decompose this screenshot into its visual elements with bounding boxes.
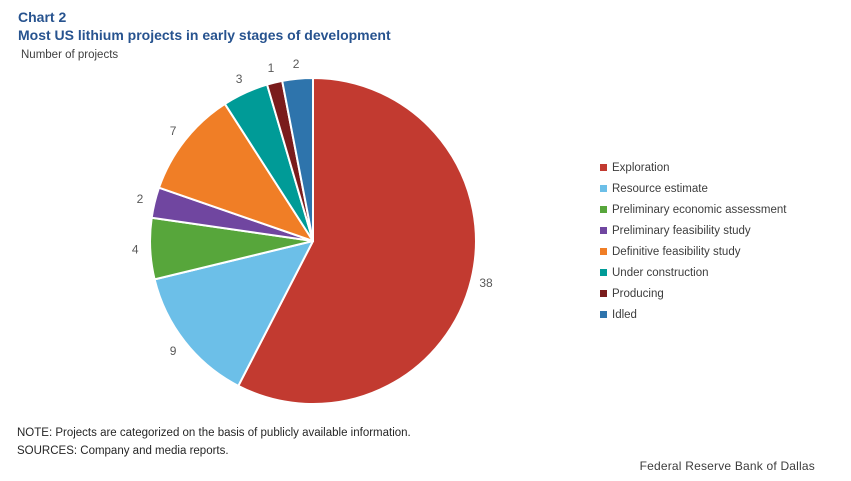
legend-label: Under construction [612, 266, 709, 279]
slice-value-label-idled: 2 [293, 57, 300, 71]
legend-label: Preliminary feasibility study [612, 224, 751, 237]
legend-swatch-icon [600, 185, 607, 192]
legend-item-preliminary-feasibility-study: Preliminary feasibility study [600, 220, 786, 241]
attribution-text: Federal Reserve Bank of Dallas [639, 459, 815, 473]
slice-value-label-under-construction: 3 [236, 72, 243, 86]
legend-item-definitive-feasibility-study: Definitive feasibility study [600, 241, 786, 262]
slice-value-label-resource-estimate: 9 [170, 344, 177, 358]
legend-swatch-icon [600, 206, 607, 213]
legend-label: Definitive feasibility study [612, 245, 741, 258]
pie-slice-resource-estimate [153, 240, 314, 387]
slice-value-label-exploration: 38 [479, 276, 493, 290]
legend-swatch-icon [600, 164, 607, 171]
slice-value-label-definitive-feasibility-study: 7 [170, 124, 177, 138]
legend-item-preliminary-economic-assessment: Preliminary economic assessment [600, 199, 786, 220]
legend-swatch-icon [600, 227, 607, 234]
chart-number-label: Chart 2 [18, 9, 67, 25]
legend-swatch-icon [600, 311, 607, 318]
legend-item-resource-estimate: Resource estimate [600, 178, 786, 199]
chart-legend: Exploration Resource estimate Preliminary … [600, 157, 786, 325]
chart-header: Chart 2 Most US lithium projects in earl… [18, 8, 391, 61]
legend-item-idled: Idled [600, 304, 786, 325]
legend-label: Exploration [612, 161, 670, 174]
legend-swatch-icon [600, 248, 607, 255]
legend-label: Producing [612, 287, 664, 300]
chart-notes: NOTE: Projects are categorized on the ba… [17, 425, 411, 460]
pie-slice-definitive-feasibility-study [158, 102, 314, 242]
pie-slice-exploration [237, 77, 477, 405]
pie-slice-idled [281, 76, 314, 242]
chart-title: Most US lithium projects in early stages… [18, 27, 391, 43]
slice-value-label-producing: 1 [268, 61, 275, 75]
chart-unit-label: Number of projects [21, 49, 119, 61]
sources-text: SOURCES: Company and media reports. [17, 444, 229, 457]
legend-item-under-construction: Under construction [600, 262, 786, 283]
slice-value-label-preliminary-feasibility-study: 2 [137, 192, 144, 206]
note-text: NOTE: Projects are categorized on the ba… [17, 427, 411, 439]
legend-swatch-icon [600, 290, 607, 297]
legend-item-exploration: Exploration [600, 157, 786, 178]
slice-value-label-preliminary-economic-assessment: 4 [132, 243, 139, 257]
legend-label: Preliminary economic assessment [612, 203, 787, 216]
legend-item-producing: Producing [600, 283, 786, 304]
legend-label: Idled [612, 308, 637, 321]
legend-label: Resource estimate [612, 182, 708, 195]
legend-swatch-icon [600, 269, 607, 276]
